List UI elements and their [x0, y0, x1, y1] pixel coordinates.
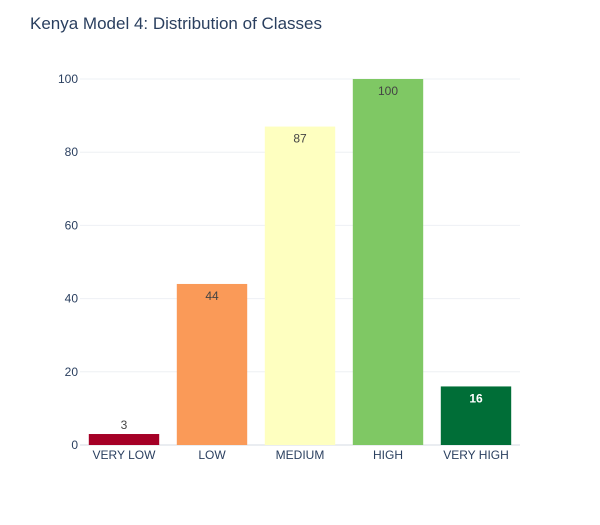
data-labels: 3 44 87 100 16: [121, 84, 483, 432]
x-tick-label: HIGH: [373, 448, 403, 462]
bars: [88, 79, 512, 445]
bar-high: [352, 79, 424, 445]
x-tick-label: VERY LOW: [93, 448, 157, 462]
data-label: 87: [293, 132, 307, 146]
y-tick-label: 0: [71, 438, 78, 452]
data-label: 44: [205, 289, 219, 303]
y-axis-ticks: 0 20 40 60 80 100: [58, 72, 78, 452]
y-tick-label: 80: [65, 145, 79, 159]
x-tick-label: LOW: [198, 448, 226, 462]
y-tick-label: 100: [58, 72, 78, 86]
y-tick-label: 20: [65, 365, 79, 379]
x-axis-ticks: VERY LOW LOW MEDIUM HIGH VERY HIGH: [93, 448, 509, 462]
bar-low: [176, 283, 248, 445]
bar-medium: [264, 126, 336, 445]
data-label: 16: [469, 391, 483, 405]
bar-very-high: [440, 386, 512, 445]
bar-very-low: [88, 434, 160, 445]
chart-title: Kenya Model 4: Distribution of Classes: [30, 14, 322, 33]
y-tick-label: 60: [65, 218, 79, 232]
y-tick-label: 40: [65, 292, 79, 306]
data-label: 3: [121, 418, 128, 432]
x-tick-label: VERY HIGH: [443, 448, 509, 462]
data-label: 100: [378, 84, 398, 98]
x-tick-label: MEDIUM: [276, 448, 325, 462]
